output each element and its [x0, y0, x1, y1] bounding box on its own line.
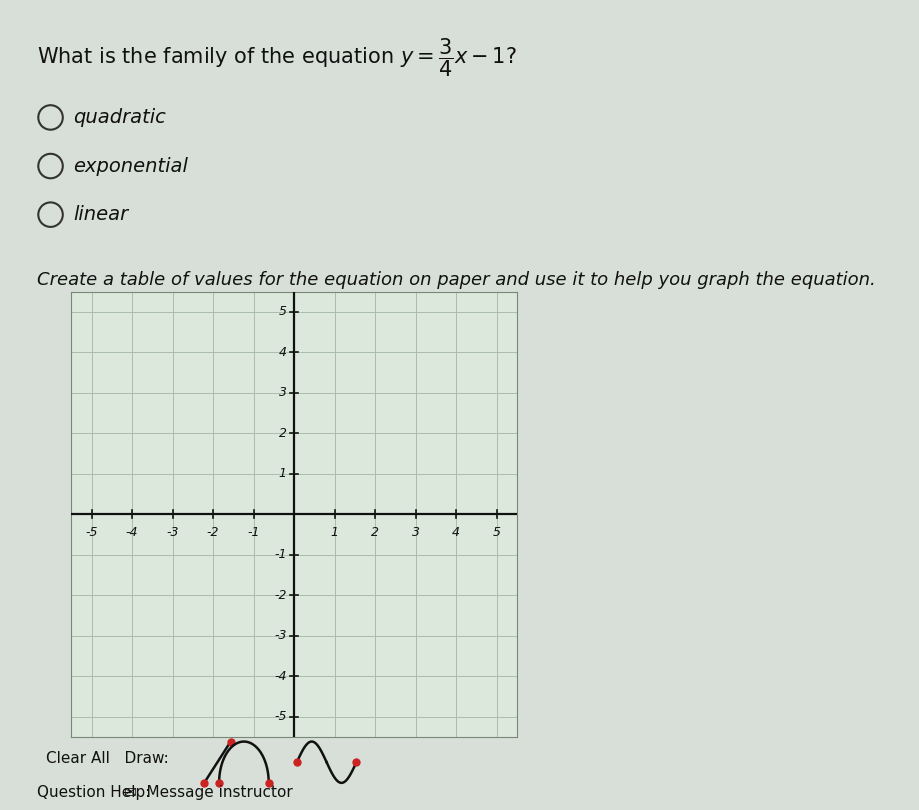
Text: -3: -3	[274, 629, 287, 642]
Text: 2: 2	[371, 526, 379, 539]
Text: -1: -1	[274, 548, 287, 561]
Text: Create a table of values for the equation on paper and use it to help you graph : Create a table of values for the equatio…	[37, 271, 876, 289]
Text: ✉  Message instructor: ✉ Message instructor	[124, 785, 293, 800]
Text: -2: -2	[274, 589, 287, 602]
Text: -4: -4	[126, 526, 139, 539]
Text: -5: -5	[85, 526, 97, 539]
Text: -4: -4	[274, 670, 287, 683]
Text: 5: 5	[278, 305, 287, 318]
Text: Clear All   Draw:: Clear All Draw:	[46, 752, 169, 766]
Text: 4: 4	[278, 346, 287, 359]
Text: exponential: exponential	[74, 156, 188, 176]
Text: 4: 4	[452, 526, 460, 539]
Text: quadratic: quadratic	[74, 108, 166, 127]
Text: 5: 5	[493, 526, 501, 539]
Text: What is the family of the equation $y = \dfrac{3}{4}x - 1$?: What is the family of the equation $y = …	[37, 36, 516, 79]
Text: 1: 1	[278, 467, 287, 480]
Text: -1: -1	[247, 526, 260, 539]
Text: 3: 3	[412, 526, 420, 539]
Text: 3: 3	[278, 386, 287, 399]
Text: Question Help:: Question Help:	[37, 785, 150, 800]
Text: -5: -5	[274, 710, 287, 723]
Text: linear: linear	[74, 205, 129, 224]
Text: -3: -3	[166, 526, 179, 539]
Text: 1: 1	[331, 526, 338, 539]
Text: 2: 2	[278, 427, 287, 440]
Text: -2: -2	[207, 526, 220, 539]
